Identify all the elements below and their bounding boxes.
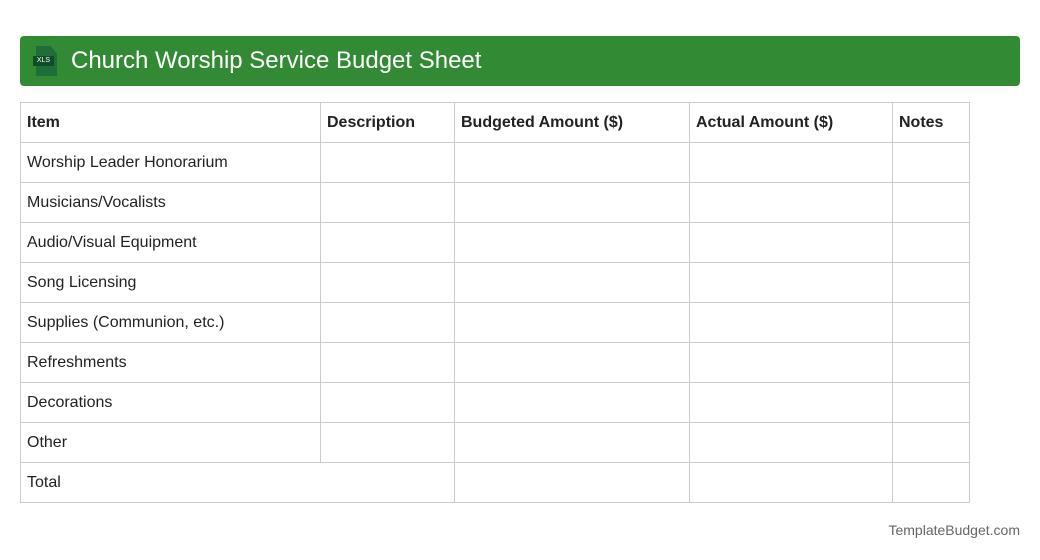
cell[interactable] <box>454 222 690 263</box>
cell[interactable] <box>689 342 893 383</box>
cell[interactable] <box>320 182 455 223</box>
cell[interactable] <box>454 342 690 383</box>
cell[interactable] <box>689 302 893 343</box>
cell[interactable] <box>454 302 690 343</box>
total-cell[interactable] <box>892 462 970 503</box>
cell[interactable] <box>892 142 970 183</box>
cell[interactable] <box>454 422 690 463</box>
cell[interactable] <box>454 142 690 183</box>
budget-table: Item Description Budgeted Amount ($) Actual… <box>20 102 970 503</box>
cell[interactable] <box>320 262 455 303</box>
cell[interactable] <box>892 222 970 263</box>
table-row: Worship Leader Honorarium <box>20 142 970 183</box>
item-cell: Refreshments <box>20 342 321 383</box>
column-header: Description <box>320 102 455 143</box>
table-row: Decorations <box>20 382 970 423</box>
cell[interactable] <box>454 262 690 303</box>
footer-brand: TemplateBudget.com <box>888 522 1020 538</box>
table-row: Audio/Visual Equipment <box>20 222 970 263</box>
cell[interactable] <box>689 142 893 183</box>
cell[interactable] <box>320 302 455 343</box>
column-header: Item <box>20 102 321 143</box>
cell[interactable] <box>454 382 690 423</box>
total-label: Total <box>20 462 455 503</box>
cell[interactable] <box>320 422 455 463</box>
table-row: Supplies (Communion, etc.) <box>20 302 970 343</box>
item-cell: Worship Leader Honorarium <box>20 142 321 183</box>
cell[interactable] <box>892 262 970 303</box>
cell[interactable] <box>689 422 893 463</box>
cell[interactable] <box>892 342 970 383</box>
item-cell: Decorations <box>20 382 321 423</box>
total-cell[interactable] <box>689 462 893 503</box>
cell[interactable] <box>892 182 970 223</box>
table-row: Other <box>20 422 970 463</box>
cell[interactable] <box>454 182 690 223</box>
cell[interactable] <box>320 142 455 183</box>
page-title: Church Worship Service Budget Sheet <box>71 47 482 74</box>
cell[interactable] <box>892 422 970 463</box>
cell[interactable] <box>320 382 455 423</box>
cell[interactable] <box>892 382 970 423</box>
item-cell: Audio/Visual Equipment <box>20 222 321 263</box>
cell[interactable] <box>689 262 893 303</box>
cell[interactable] <box>320 222 455 263</box>
column-header: Budgeted Amount ($) <box>454 102 690 143</box>
item-cell: Supplies (Communion, etc.) <box>20 302 321 343</box>
header-banner: XLS Church Worship Service Budget Sheet <box>20 36 1020 86</box>
item-cell: Musicians/Vocalists <box>20 182 321 223</box>
column-header: Notes <box>892 102 970 143</box>
column-header: Actual Amount ($) <box>689 102 893 143</box>
item-cell: Song Licensing <box>20 262 321 303</box>
total-cell[interactable] <box>454 462 690 503</box>
cell[interactable] <box>892 302 970 343</box>
xls-file-icon: XLS <box>33 46 59 76</box>
cell[interactable] <box>689 382 893 423</box>
table-row: Song Licensing <box>20 262 970 303</box>
cell[interactable] <box>689 182 893 223</box>
total-row: Total <box>20 462 970 503</box>
cell[interactable] <box>320 342 455 383</box>
table-row: Refreshments <box>20 342 970 383</box>
table-row: Musicians/Vocalists <box>20 182 970 223</box>
item-cell: Other <box>20 422 321 463</box>
cell[interactable] <box>689 222 893 263</box>
